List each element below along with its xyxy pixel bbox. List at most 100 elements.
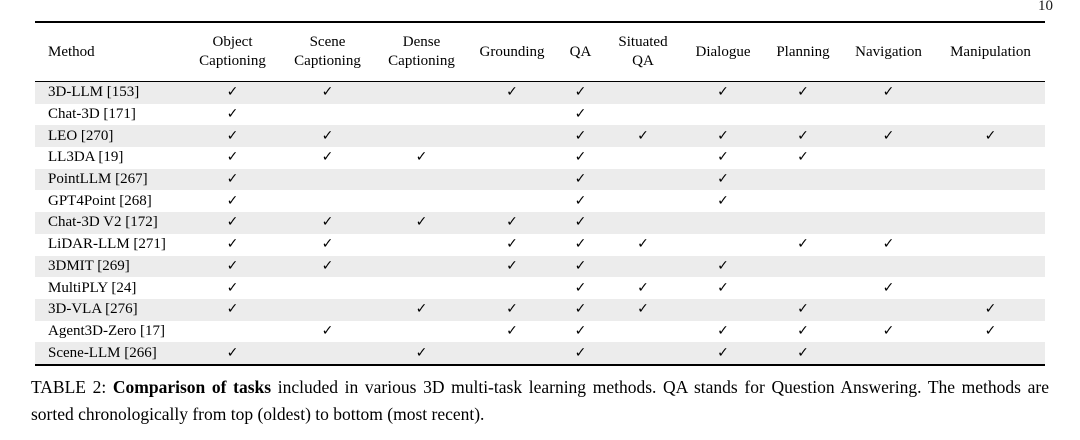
task-cell: ✓ <box>280 323 375 340</box>
checkmark-icon: ✓ <box>226 344 239 361</box>
checkmark-icon: ✓ <box>574 257 587 274</box>
column-header-6: Situated QA <box>618 34 668 69</box>
checkmark-icon: ✓ <box>797 344 809 361</box>
checkmark-icon: ✓ <box>717 149 729 166</box>
task-cell: ✓ <box>681 280 765 297</box>
column-header-1: Object Captioning <box>199 34 266 69</box>
checkmark-icon: ✓ <box>574 344 587 361</box>
method-cell: 3D-LLM [153] <box>48 84 140 101</box>
table-header-row: Method Object Captioning Scene Captioning D… <box>35 23 1045 82</box>
comparison-table: Method Object Captioning Scene Captioning D… <box>35 21 1045 366</box>
task-cell: ✓ <box>280 258 375 275</box>
checkmark-icon: ✓ <box>226 301 239 318</box>
task-cell: ✓ <box>556 280 605 297</box>
checkmark-icon: ✓ <box>717 127 729 144</box>
table-row: LEO [270] ✓ ✓ ✓ ✓ ✓ ✓ ✓ ✓ <box>35 125 1045 148</box>
checkmark-icon: ✓ <box>415 214 428 231</box>
table-row: Agent3D-Zero [17] ✓ ✓ ✓ ✓ ✓ ✓ ✓ <box>35 321 1045 343</box>
checkmark-icon: ✓ <box>797 236 809 253</box>
table-row: MultiPLY [24] ✓ ✓ ✓ ✓ ✓ <box>35 277 1045 299</box>
checkmark-icon: ✓ <box>506 84 518 101</box>
task-cell: ✓ <box>681 258 765 275</box>
method-cell: LL3DA [19] <box>48 149 124 166</box>
checkmark-icon: ✓ <box>637 301 649 318</box>
task-cell: ✓ <box>468 258 556 275</box>
checkmark-icon: ✓ <box>321 214 334 231</box>
task-cell: ✓ <box>185 345 280 362</box>
checkmark-icon: ✓ <box>574 301 587 318</box>
checkmark-icon: ✓ <box>506 322 518 339</box>
task-cell: ✓ <box>375 149 468 166</box>
task-cell: ✓ <box>841 128 936 145</box>
table-row: 3D-VLA [276] ✓ ✓ ✓ ✓ ✓ ✓ ✓ <box>35 298 1045 321</box>
checkmark-icon: ✓ <box>415 344 428 361</box>
checkmark-icon: ✓ <box>574 192 587 209</box>
task-cell: ✓ <box>681 149 765 166</box>
task-cell: ✓ <box>605 301 681 318</box>
checkmark-icon: ✓ <box>882 322 895 339</box>
checkmark-icon: ✓ <box>226 214 239 231</box>
checkmark-icon: ✓ <box>797 149 809 166</box>
checkmark-icon: ✓ <box>226 127 239 144</box>
checkmark-icon: ✓ <box>717 84 729 101</box>
column-header-9: Navigation <box>855 43 922 60</box>
checkmark-icon: ✓ <box>574 214 587 231</box>
task-cell: ✓ <box>605 236 681 253</box>
task-cell: ✓ <box>556 323 605 340</box>
checkmark-icon: ✓ <box>574 149 587 166</box>
checkmark-icon: ✓ <box>226 171 239 188</box>
page-number: 10 <box>1038 0 1053 14</box>
task-cell: ✓ <box>841 323 936 340</box>
task-cell: ✓ <box>765 301 841 318</box>
method-cell: Chat-3D [171] <box>48 106 136 123</box>
table-row: 3D-LLM [153] ✓ ✓ ✓ ✓ ✓ ✓ ✓ <box>35 82 1045 104</box>
checkmark-icon: ✓ <box>797 127 809 144</box>
task-cell: ✓ <box>185 214 280 231</box>
caption-label: TABLE 2: <box>31 377 113 397</box>
checkmark-icon: ✓ <box>321 149 334 166</box>
task-cell: ✓ <box>468 84 556 101</box>
method-cell: 3DMIT [269] <box>48 257 130 274</box>
task-cell: ✓ <box>936 323 1045 340</box>
checkmark-icon: ✓ <box>226 279 239 296</box>
task-cell: ✓ <box>280 149 375 166</box>
task-cell: ✓ <box>841 84 936 101</box>
checkmark-icon: ✓ <box>321 84 334 101</box>
task-cell: ✓ <box>765 128 841 145</box>
checkmark-icon: ✓ <box>882 84 895 101</box>
checkmark-icon: ✓ <box>415 149 428 166</box>
method-cell: LEO [270] <box>48 127 114 144</box>
method-cell: Scene-LLM [266] <box>48 344 157 361</box>
task-cell: ✓ <box>185 128 280 145</box>
column-header-3: Dense Captioning <box>388 34 455 69</box>
checkmark-icon: ✓ <box>637 236 649 253</box>
checkmark-icon: ✓ <box>574 84 587 101</box>
task-cell: ✓ <box>468 236 556 253</box>
checkmark-icon: ✓ <box>717 322 729 339</box>
checkmark-icon: ✓ <box>321 127 334 144</box>
checkmark-icon: ✓ <box>574 322 587 339</box>
task-cell: ✓ <box>185 280 280 297</box>
column-header-4: Grounding <box>479 43 545 60</box>
table-row: Chat-3D [171] ✓ ✓ <box>35 104 1045 126</box>
checkmark-icon: ✓ <box>984 127 997 144</box>
checkmark-icon: ✓ <box>226 257 239 274</box>
task-cell: ✓ <box>556 149 605 166</box>
table-row: Scene-LLM [266] ✓ ✓ ✓ ✓ ✓ <box>35 342 1045 364</box>
method-cell: GPT4Point [268] <box>48 192 152 209</box>
checkmark-icon: ✓ <box>321 322 334 339</box>
method-cell: Agent3D-Zero [17] <box>48 322 166 339</box>
task-cell: ✓ <box>841 236 936 253</box>
task-cell: ✓ <box>681 84 765 101</box>
caption-bold-phrase: Comparison of tasks <box>112 377 272 397</box>
checkmark-icon: ✓ <box>984 301 997 318</box>
task-cell: ✓ <box>936 301 1045 318</box>
checkmark-icon: ✓ <box>574 279 587 296</box>
table-caption: TABLE 2: Comparison of tasks included in… <box>31 374 1049 428</box>
column-header-8: Planning <box>776 43 830 60</box>
table-row: 3DMIT [269] ✓ ✓ ✓ ✓ ✓ <box>35 255 1045 278</box>
method-cell: 3D-VLA [276] <box>48 301 138 318</box>
checkmark-icon: ✓ <box>574 236 587 253</box>
task-cell: ✓ <box>185 193 280 210</box>
